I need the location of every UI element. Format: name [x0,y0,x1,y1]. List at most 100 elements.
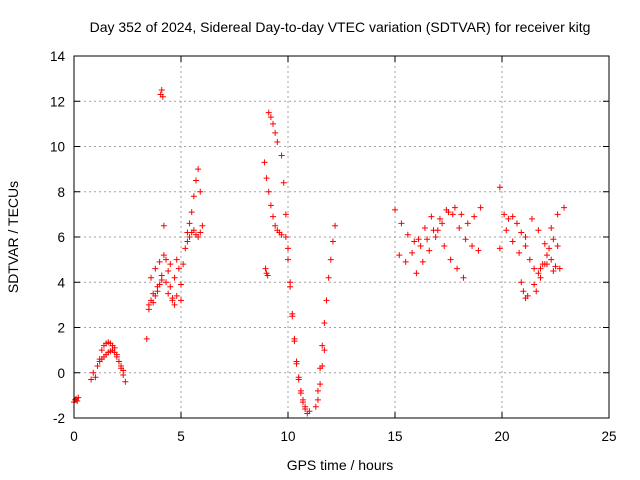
series-seg-9h-top [265,109,281,145]
data-point [392,206,398,213]
series-seg-early [71,394,82,406]
y-axis-ticks: -2 0 2 4 6 8 10 12 14 [50,49,609,426]
data-point [197,229,204,236]
data-point [175,265,182,272]
data-point [458,211,465,218]
data-point [456,224,463,231]
data-point [152,265,159,272]
data-point [159,93,166,100]
data-point [464,220,471,227]
data-point [173,292,180,299]
data-point [171,301,178,308]
data-point [548,256,555,263]
data-point [314,396,321,403]
data-point [186,220,193,227]
x-axis-label: GPS time / hours [287,457,394,473]
data-point [199,222,206,229]
data-point [88,376,95,383]
data-points [71,86,568,417]
data-point [541,261,548,268]
y-axis-label: SDTVAR / TECUs [5,181,21,293]
data-point [167,261,174,268]
data-point [285,256,291,263]
data-point [182,245,189,252]
data-point [319,342,326,349]
data-point [439,220,446,227]
x-tick-label: 15 [387,429,402,444]
data-point [509,238,516,245]
grid [74,56,609,418]
series-seg-20h-d [533,236,561,295]
data-point [173,256,180,263]
data-point [111,349,118,356]
data-point [306,408,313,415]
data-point [520,288,527,295]
data-point [432,234,439,240]
data-point [143,335,150,342]
data-point [524,292,531,299]
data-point [184,238,191,245]
data-point [505,215,512,222]
data-point [445,209,452,216]
data-point [548,224,555,231]
data-point [321,319,328,326]
data-point [550,236,557,243]
data-point [428,213,435,220]
data-point [152,292,159,299]
data-point [264,272,271,279]
data-point [554,243,561,250]
data-point [156,281,163,288]
data-point [75,394,82,401]
y-tick-label: -2 [53,411,65,426]
y-tick-label: 10 [50,140,65,155]
data-point [158,86,165,93]
data-point [426,247,433,254]
data-point [180,261,187,268]
data-point [113,353,120,360]
data-point [92,374,99,381]
series-seg-arc-1h [88,339,129,385]
y-tick-label: 2 [57,321,65,336]
data-point [419,258,426,265]
series-seg-10h-dive-b [282,234,309,410]
data-point [169,297,176,304]
data-point [503,227,510,234]
data-point [145,301,152,308]
series-seg-4h-b [145,222,180,308]
data-point [531,281,538,288]
series-seg-20h-c [518,261,563,302]
data-point [522,234,529,240]
data-point [171,274,178,281]
data-point [451,204,458,211]
data-point [295,374,302,381]
data-point [415,236,422,243]
data-point [475,247,482,254]
data-point [190,227,197,234]
series-seg-9h-low [262,265,271,279]
data-point [533,288,540,295]
data-point [477,204,484,211]
data-point [192,177,199,184]
data-point [115,358,122,365]
data-point [424,236,431,243]
series-seg-15h-b [396,213,467,281]
series-seg-9h [261,159,285,238]
data-point [120,367,127,374]
data-point [278,231,285,238]
data-point [272,222,279,229]
data-point [150,299,157,306]
data-point [190,193,197,200]
y-tick-label: 12 [50,94,65,109]
data-point [535,227,542,234]
data-point [518,229,525,236]
data-point [449,211,456,218]
data-point [413,270,420,277]
data-point [178,297,184,304]
data-point [167,283,174,290]
data-point [261,159,268,166]
data-point [327,256,334,263]
data-point [501,211,508,218]
series-seg-11h [312,222,339,410]
data-point [535,270,542,277]
